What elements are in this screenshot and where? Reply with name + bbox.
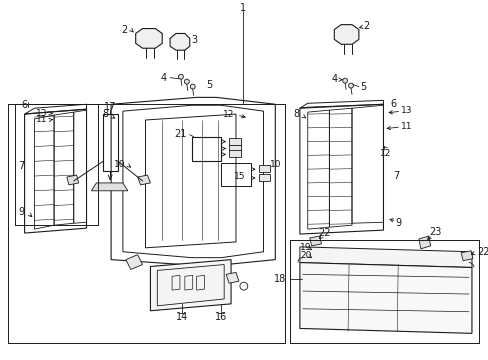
- Text: 10: 10: [114, 160, 125, 169]
- Text: 7: 7: [19, 161, 25, 171]
- Text: 13: 13: [401, 106, 412, 115]
- Polygon shape: [299, 262, 471, 333]
- Polygon shape: [125, 255, 142, 269]
- Circle shape: [348, 83, 353, 88]
- Polygon shape: [137, 175, 150, 185]
- Polygon shape: [228, 138, 241, 145]
- Polygon shape: [228, 150, 241, 157]
- Polygon shape: [225, 273, 239, 283]
- Polygon shape: [91, 183, 127, 191]
- Polygon shape: [170, 33, 189, 50]
- Text: 5: 5: [206, 80, 212, 90]
- Polygon shape: [309, 236, 321, 246]
- Polygon shape: [258, 174, 270, 181]
- Text: 7: 7: [392, 171, 399, 181]
- Text: 18: 18: [273, 274, 285, 284]
- Text: 17: 17: [104, 102, 116, 112]
- Text: 12: 12: [223, 109, 234, 118]
- Text: 6: 6: [21, 100, 28, 110]
- Text: 8: 8: [102, 109, 108, 119]
- Text: 19: 19: [299, 243, 311, 252]
- Polygon shape: [150, 260, 231, 311]
- Text: 14: 14: [175, 312, 188, 321]
- Circle shape: [342, 78, 347, 83]
- Text: 2: 2: [122, 24, 128, 35]
- Polygon shape: [258, 165, 270, 172]
- Text: 12: 12: [379, 149, 390, 158]
- Text: 1: 1: [239, 3, 245, 13]
- Text: 13: 13: [36, 109, 47, 118]
- Text: 23: 23: [428, 227, 441, 237]
- Text: 20: 20: [299, 251, 311, 260]
- Text: 11: 11: [401, 122, 412, 131]
- Circle shape: [178, 74, 183, 79]
- Text: 22: 22: [318, 228, 330, 238]
- Text: 22: 22: [476, 247, 488, 257]
- Text: 16: 16: [215, 312, 227, 321]
- Circle shape: [190, 84, 195, 89]
- Text: 15: 15: [234, 172, 245, 181]
- Text: 11: 11: [36, 114, 47, 123]
- Text: 9: 9: [19, 207, 24, 217]
- Text: 5: 5: [360, 82, 366, 91]
- Polygon shape: [135, 28, 162, 48]
- Polygon shape: [418, 236, 430, 249]
- Polygon shape: [299, 247, 471, 267]
- Circle shape: [184, 79, 189, 84]
- Text: 4: 4: [330, 74, 337, 84]
- Text: 10: 10: [269, 160, 281, 169]
- Text: 3: 3: [191, 35, 197, 45]
- Polygon shape: [334, 24, 358, 44]
- Polygon shape: [67, 175, 79, 185]
- Text: 9: 9: [394, 218, 401, 228]
- Text: 21: 21: [174, 129, 186, 139]
- Polygon shape: [228, 145, 241, 152]
- Text: 4: 4: [160, 73, 166, 83]
- Text: 6: 6: [389, 99, 396, 109]
- Text: 8: 8: [293, 109, 299, 119]
- Polygon shape: [460, 251, 472, 261]
- Text: 2: 2: [363, 21, 369, 31]
